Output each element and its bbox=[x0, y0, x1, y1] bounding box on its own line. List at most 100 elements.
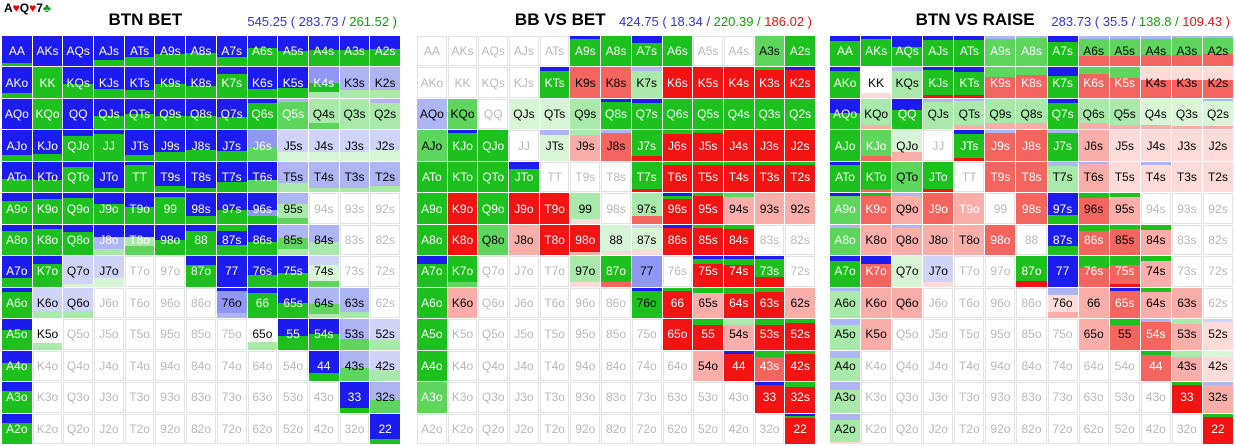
hand-cell-bb-vs-bet-66[interactable]: 66 bbox=[662, 287, 693, 319]
hand-cell-btn-bet-T4o[interactable]: T4o bbox=[124, 350, 155, 382]
hand-cell-btn-vs-raise-88[interactable]: 88 bbox=[1016, 224, 1047, 256]
hand-cell-btn-vs-raise-J9o[interactable]: J9o bbox=[923, 193, 954, 224]
hand-cell-btn-bet-A8o[interactable]: A8o bbox=[2, 224, 32, 256]
hand-cell-btn-bet-A3s[interactable]: A3s bbox=[339, 36, 370, 67]
hand-cell-btn-vs-raise-J5s[interactable]: J5s bbox=[1109, 130, 1140, 161]
hand-cell-btn-vs-raise-72s[interactable]: 72s bbox=[1202, 256, 1233, 287]
hand-cell-bb-vs-bet-AJo[interactable]: AJo bbox=[417, 130, 447, 161]
hand-cell-btn-vs-raise-QJs[interactable]: QJs bbox=[923, 98, 954, 130]
hand-cell-btn-bet-J2o[interactable]: J2o bbox=[94, 413, 124, 444]
hand-cell-btn-vs-raise-K9o[interactable]: K9o bbox=[861, 193, 892, 224]
hand-cell-btn-vs-raise-95s[interactable]: 95s bbox=[1109, 193, 1140, 224]
hand-cell-btn-vs-raise-83o[interactable]: 83o bbox=[1016, 382, 1047, 413]
hand-cell-bb-vs-bet-T5o[interactable]: T5o bbox=[539, 319, 570, 350]
hand-cell-bb-vs-bet-62o[interactable]: 62o bbox=[662, 413, 693, 444]
hand-cell-btn-bet-85s[interactable]: 85s bbox=[278, 224, 308, 256]
hand-cell-btn-bet-J8s[interactable]: J8s bbox=[186, 130, 216, 161]
hand-cell-btn-vs-raise-T7s[interactable]: T7s bbox=[1047, 161, 1078, 193]
hand-cell-bb-vs-bet-52s[interactable]: 52s bbox=[785, 319, 815, 350]
hand-cell-bb-vs-bet-Q4o[interactable]: Q4o bbox=[478, 350, 509, 382]
hand-cell-bb-vs-bet-87o[interactable]: 87o bbox=[601, 256, 631, 287]
hand-cell-bb-vs-bet-53s[interactable]: 53s bbox=[754, 319, 785, 350]
hand-cell-bb-vs-bet-42o[interactable]: 42o bbox=[723, 413, 754, 444]
hand-cell-btn-bet-Q7o[interactable]: Q7o bbox=[63, 256, 94, 287]
hand-cell-bb-vs-bet-J9s[interactable]: J9s bbox=[570, 130, 601, 161]
hand-cell-bb-vs-bet-Q3s[interactable]: Q3s bbox=[754, 98, 785, 130]
hand-cell-bb-vs-bet-A8s[interactable]: A8s bbox=[601, 36, 631, 67]
hand-cell-btn-bet-65s[interactable]: 65s bbox=[278, 287, 308, 319]
hand-cell-btn-bet-K3s[interactable]: K3s bbox=[339, 67, 370, 98]
hand-cell-btn-vs-raise-QTs[interactable]: QTs bbox=[954, 98, 985, 130]
hand-cell-btn-bet-22[interactable]: 22 bbox=[370, 413, 400, 444]
hand-cell-btn-vs-raise-54o[interactable]: 54o bbox=[1109, 350, 1140, 382]
hand-cell-btn-vs-raise-ATo[interactable]: ATo bbox=[830, 161, 861, 193]
hand-cell-bb-vs-bet-K5s[interactable]: K5s bbox=[693, 67, 723, 98]
hand-cell-btn-vs-raise-76s[interactable]: 76s bbox=[1078, 256, 1109, 287]
hand-cell-btn-vs-raise-K3o[interactable]: K3o bbox=[861, 382, 892, 413]
hand-cell-bb-vs-bet-44[interactable]: 44 bbox=[723, 350, 754, 382]
hand-cell-bb-vs-bet-22[interactable]: 22 bbox=[785, 413, 815, 444]
hand-cell-btn-bet-62o[interactable]: 62o bbox=[247, 413, 278, 444]
hand-cell-btn-bet-82o[interactable]: 82o bbox=[186, 413, 216, 444]
hand-cell-btn-vs-raise-T6o[interactable]: T6o bbox=[954, 287, 985, 319]
hand-cell-bb-vs-bet-AJs[interactable]: AJs bbox=[509, 36, 539, 67]
hand-cell-bb-vs-bet-Q6o[interactable]: Q6o bbox=[478, 287, 509, 319]
hand-cell-btn-bet-T9s[interactable]: T9s bbox=[155, 161, 186, 193]
hand-cell-btn-bet-76o[interactable]: 76o bbox=[216, 287, 247, 319]
hand-cell-bb-vs-bet-92s[interactable]: 92s bbox=[785, 193, 815, 224]
hand-cell-btn-bet-87o[interactable]: 87o bbox=[186, 256, 216, 287]
hand-cell-btn-vs-raise-74s[interactable]: 74s bbox=[1140, 256, 1171, 287]
hand-cell-btn-vs-raise-AKs[interactable]: AKs bbox=[861, 36, 892, 67]
hand-cell-bb-vs-bet-T2o[interactable]: T2o bbox=[539, 413, 570, 444]
hand-cell-bb-vs-bet-QTs[interactable]: QTs bbox=[539, 98, 570, 130]
hand-cell-bb-vs-bet-43o[interactable]: 43o bbox=[723, 382, 754, 413]
hand-cell-bb-vs-bet-Q7o[interactable]: Q7o bbox=[478, 256, 509, 287]
hand-cell-btn-vs-raise-A9s[interactable]: A9s bbox=[985, 36, 1016, 67]
hand-cell-btn-bet-T6o[interactable]: T6o bbox=[124, 287, 155, 319]
hand-cell-btn-vs-raise-Q3o[interactable]: Q3o bbox=[892, 382, 923, 413]
hand-cell-btn-vs-raise-Q6o[interactable]: Q6o bbox=[892, 287, 923, 319]
hand-cell-btn-vs-raise-32o[interactable]: 32o bbox=[1171, 413, 1202, 444]
hand-cell-btn-bet-96s[interactable]: 96s bbox=[247, 193, 278, 224]
hand-cell-btn-bet-J6s[interactable]: J6s bbox=[247, 130, 278, 161]
hand-cell-bb-vs-bet-K7s[interactable]: K7s bbox=[631, 67, 662, 98]
hand-cell-btn-vs-raise-T5o[interactable]: T5o bbox=[954, 319, 985, 350]
hand-cell-bb-vs-bet-KTo[interactable]: KTo bbox=[447, 161, 478, 193]
hand-cell-btn-bet-94o[interactable]: 94o bbox=[155, 350, 186, 382]
hand-cell-btn-vs-raise-J9s[interactable]: J9s bbox=[985, 130, 1016, 161]
hand-cell-btn-vs-raise-T3s[interactable]: T3s bbox=[1171, 161, 1202, 193]
hand-cell-btn-vs-raise-A7s[interactable]: A7s bbox=[1047, 36, 1078, 67]
hand-cell-btn-bet-T7s[interactable]: T7s bbox=[216, 161, 247, 193]
hand-cell-btn-bet-Q8o[interactable]: Q8o bbox=[63, 224, 94, 256]
hand-cell-btn-bet-A5o[interactable]: A5o bbox=[2, 319, 32, 350]
hand-cell-bb-vs-bet-88[interactable]: 88 bbox=[601, 224, 631, 256]
hand-cell-bb-vs-bet-63s[interactable]: 63s bbox=[754, 287, 785, 319]
hand-cell-bb-vs-bet-A6s[interactable]: A6s bbox=[662, 36, 693, 67]
hand-cell-btn-vs-raise-44[interactable]: 44 bbox=[1140, 350, 1171, 382]
hand-cell-btn-bet-92o[interactable]: 92o bbox=[155, 413, 186, 444]
hand-cell-btn-bet-K9o[interactable]: K9o bbox=[32, 193, 63, 224]
hand-cell-bb-vs-bet-KJo[interactable]: KJo bbox=[447, 130, 478, 161]
hand-cell-btn-vs-raise-QJo[interactable]: QJo bbox=[892, 130, 923, 161]
hand-cell-btn-vs-raise-32s[interactable]: 32s bbox=[1202, 382, 1233, 413]
hand-cell-btn-bet-QTs[interactable]: QTs bbox=[124, 98, 155, 130]
hand-cell-btn-vs-raise-J6o[interactable]: J6o bbox=[923, 287, 954, 319]
hand-cell-btn-vs-raise-J8s[interactable]: J8s bbox=[1016, 130, 1047, 161]
hand-cell-btn-bet-93o[interactable]: 93o bbox=[155, 382, 186, 413]
hand-cell-btn-bet-K6o[interactable]: K6o bbox=[32, 287, 63, 319]
hand-cell-bb-vs-bet-64o[interactable]: 64o bbox=[662, 350, 693, 382]
hand-cell-btn-vs-raise-T2o[interactable]: T2o bbox=[954, 413, 985, 444]
hand-cell-btn-bet-72o[interactable]: 72o bbox=[216, 413, 247, 444]
hand-cell-btn-vs-raise-T6s[interactable]: T6s bbox=[1078, 161, 1109, 193]
hand-cell-btn-vs-raise-AQo[interactable]: AQo bbox=[830, 98, 861, 130]
hand-cell-btn-vs-raise-J8o[interactable]: J8o bbox=[923, 224, 954, 256]
hand-cell-bb-vs-bet-K4o[interactable]: K4o bbox=[447, 350, 478, 382]
hand-cell-btn-bet-A2o[interactable]: A2o bbox=[2, 413, 32, 444]
hand-cell-btn-bet-AJs[interactable]: AJs bbox=[94, 36, 124, 67]
hand-cell-bb-vs-bet-T7o[interactable]: T7o bbox=[539, 256, 570, 287]
hand-cell-btn-bet-Q8s[interactable]: Q8s bbox=[186, 98, 216, 130]
hand-cell-btn-vs-raise-A5s[interactable]: A5s bbox=[1109, 36, 1140, 67]
hand-cell-btn-bet-T3s[interactable]: T3s bbox=[339, 161, 370, 193]
hand-cell-btn-bet-A7s[interactable]: A7s bbox=[216, 36, 247, 67]
hand-cell-btn-bet-Q4o[interactable]: Q4o bbox=[63, 350, 94, 382]
